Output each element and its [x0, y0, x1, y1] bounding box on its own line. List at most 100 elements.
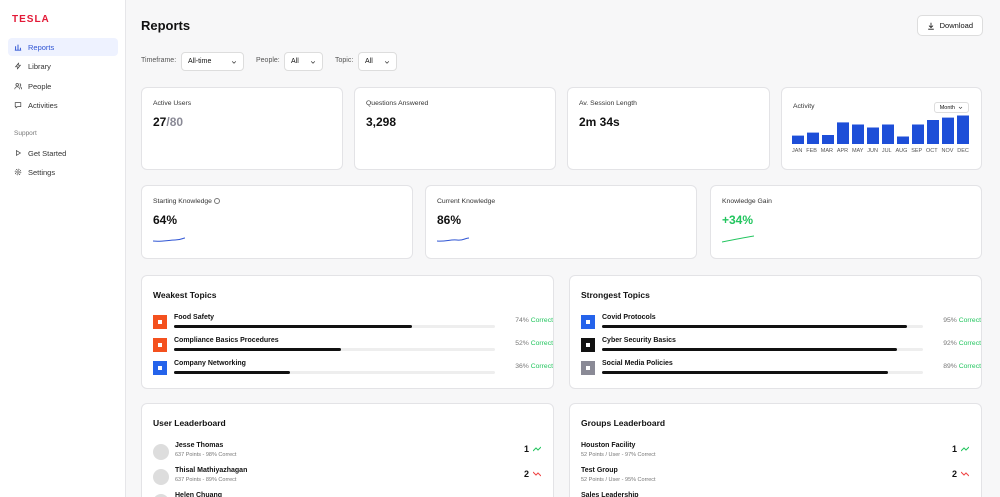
groups-leaderboard-title: Groups Leaderboard: [581, 418, 666, 428]
activity-bar-mar: [822, 135, 834, 144]
month-label: OCT: [926, 148, 938, 154]
download-label: Download: [939, 21, 973, 30]
period-value: Month: [939, 104, 955, 111]
month-label: JAN: [792, 148, 803, 154]
period-select[interactable]: Month: [933, 102, 969, 113]
leaderboard-row[interactable]: Houston Facility 52 Points / User - 97% C…: [581, 442, 969, 464]
people-select[interactable]: All: [284, 52, 323, 71]
activity-bar-jul: [882, 124, 894, 144]
activity-bar-dec: [957, 115, 969, 144]
topic-progress-fill: [174, 325, 412, 328]
sidebar-item-reports[interactable]: Reports: [8, 38, 118, 56]
topic-name: Social Media Policies: [602, 360, 673, 367]
starting-knowledge-value: 64%: [153, 213, 178, 227]
trend-down-icon: [533, 471, 541, 477]
topic-progress-bar: [174, 325, 495, 328]
trend-up-icon: [533, 446, 541, 452]
topic-icon: [153, 315, 167, 329]
activity-card: Activity Month JAN FEB MAR APR MAY JUN JUL AUG S…: [781, 87, 982, 170]
download-icon: [927, 22, 934, 30]
leaderboard-row[interactable]: Test Group 52 Points / User - 95% Correct…: [581, 467, 969, 489]
leaderboard-row[interactable]: Helen Chuang: [153, 492, 541, 497]
sidebar-item-people[interactable]: People: [8, 77, 118, 95]
session-label: Av. Session Length: [579, 100, 637, 107]
activity-bar-jun: [867, 127, 879, 144]
session-length-card: Av. Session Length 2m 34s: [567, 87, 770, 170]
sidebar-item-label: Library: [28, 61, 51, 71]
activity-label: Activity: [793, 103, 815, 110]
topic-progress-fill: [602, 371, 888, 374]
month-label: FEB: [806, 148, 817, 154]
topic-progress-fill: [174, 371, 290, 374]
topic-progress-bar: [174, 348, 495, 351]
sidebar-item-label: Get Started: [28, 148, 67, 158]
sidebar-item-library[interactable]: Library: [8, 57, 118, 75]
avatar: [153, 444, 169, 460]
topic-select[interactable]: All: [358, 52, 397, 71]
sidebar: TESLA Reports Library People Activities …: [0, 0, 126, 497]
knowledge-gain-sparkline: [722, 235, 754, 243]
sidebar-item-label: Reports: [28, 42, 55, 52]
timeframe-select[interactable]: All-time: [181, 52, 244, 71]
activity-bar-feb: [807, 132, 819, 144]
topic-progress-bar: [602, 325, 923, 328]
topic-progress-bar: [602, 348, 923, 351]
topic-label: Topic:: [335, 57, 354, 64]
topic-row[interactable]: Food Safety 74% Correct: [153, 314, 553, 334]
sidebar-item-get-started[interactable]: Get Started: [8, 144, 118, 162]
brand-logo: TESLA: [12, 14, 50, 25]
leaderboard-row[interactable]: Thisal Mathiyazhagan 637 Points - 89% Cor…: [153, 467, 541, 489]
month-label: MAR: [820, 148, 833, 154]
leaderboard-name: Test Group: [581, 467, 618, 474]
support-section-label: Support: [14, 130, 37, 137]
leaderboard-meta: 637 Points - 98% Correct: [175, 452, 237, 458]
topic-row[interactable]: Cyber Security Basics 92% Correct: [581, 337, 981, 357]
topic-percent: 36% Correct: [515, 363, 553, 370]
topic-row[interactable]: Company Networking 36% Correct: [153, 360, 553, 380]
main-content: Reports Download Timeframe: All-time Peo…: [126, 0, 1000, 497]
topic-row[interactable]: Social Media Policies 89% Correct: [581, 360, 981, 380]
info-icon[interactable]: [213, 198, 220, 205]
topic-percent: 95% Correct: [943, 317, 981, 324]
starting-knowledge-sparkline: [153, 237, 185, 242]
topic-row[interactable]: Compliance Basics Procedures 52% Correct: [153, 337, 553, 357]
active-users-label: Active Users: [153, 100, 192, 107]
gear-icon: [14, 168, 22, 176]
current-knowledge-value: 86%: [437, 213, 462, 227]
activity-month-labels: JAN FEB MAR APR MAY JUN JUL AUG SEP OCT NOV DEC: [792, 148, 969, 154]
topic-icon: [153, 338, 167, 352]
sidebar-item-activities[interactable]: Activities: [8, 96, 118, 114]
chat-icon: [14, 102, 22, 109]
questions-label: Questions Answered: [366, 100, 429, 107]
topic-icon: [581, 361, 595, 375]
topic-row[interactable]: Covid Protocols 95% Correct: [581, 314, 981, 334]
leaderboard-name: Helen Chuang: [175, 492, 223, 497]
topic-progress-bar: [602, 371, 923, 374]
sidebar-item-settings[interactable]: Settings: [8, 163, 118, 181]
questions-value: 3,298: [366, 115, 397, 129]
active-users-value: 27/80: [153, 115, 184, 129]
chevron-down-icon: [958, 106, 963, 109]
month-label: AUG: [895, 148, 908, 154]
timeframe-value: All-time: [188, 58, 212, 65]
trend-up-icon: [961, 446, 969, 452]
session-value: 2m 34s: [579, 115, 620, 129]
activity-bar-aug: [897, 136, 909, 144]
avatar: [153, 494, 169, 497]
download-button[interactable]: Download: [916, 15, 983, 36]
topic-icon: [581, 338, 595, 352]
bar-chart-icon: [14, 44, 22, 51]
sidebar-item-label: Settings: [28, 167, 56, 177]
leaderboard-row[interactable]: Jesse Thomas 637 Points - 98% Correct 1: [153, 442, 541, 464]
activity-bar-nov: [942, 117, 954, 144]
knowledge-gain-card: Knowledge Gain +34%: [710, 185, 982, 259]
topic-name: Covid Protocols: [602, 314, 656, 321]
groups-leaderboard-card: Groups Leaderboard Houston Facility 52 Po…: [569, 403, 982, 497]
avatar: [153, 469, 169, 485]
topic-progress-bar: [174, 371, 495, 374]
topic-progress-fill: [602, 348, 898, 351]
leaderboard-row[interactable]: Sales Leadership: [581, 492, 969, 497]
leaderboard-rank: 1: [951, 444, 957, 454]
month-label: JUL: [881, 148, 892, 154]
knowledge-gain-value: +34%: [722, 213, 754, 227]
